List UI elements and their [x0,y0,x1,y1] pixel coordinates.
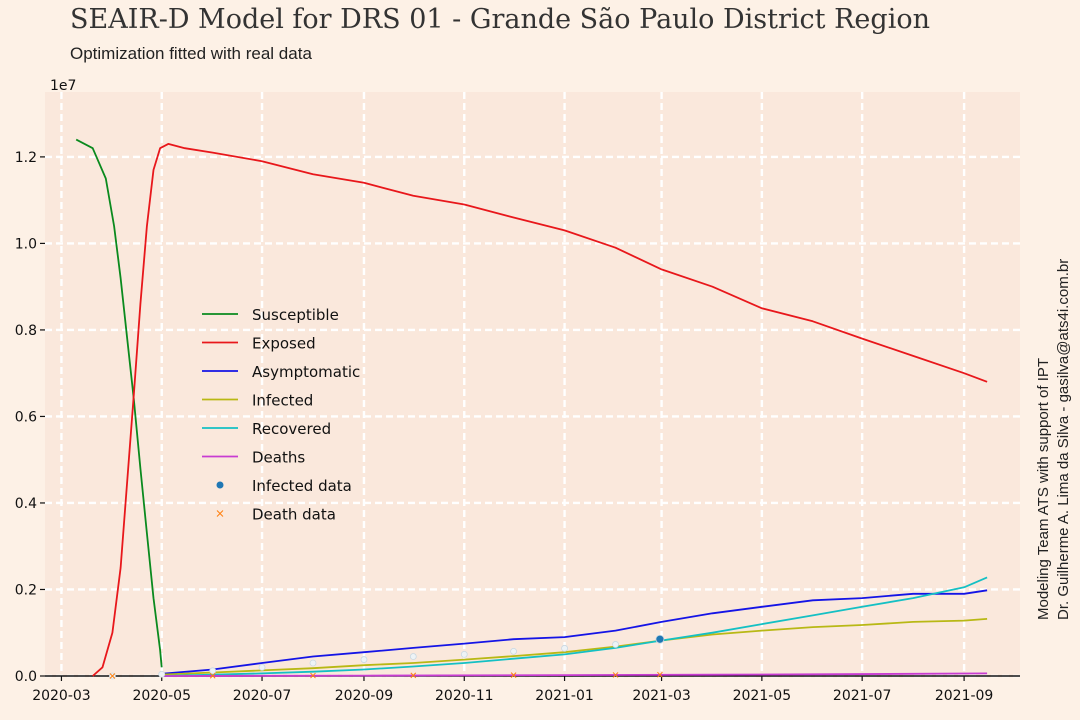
y-scale-label: 1e7 [50,78,76,94]
death-data-marker [209,672,216,679]
legend-swatch-death-data [216,510,224,517]
infected-data-point [309,659,317,667]
death-data-marker [109,673,116,679]
chart-subtitle: Optimization fitted with real data [70,44,312,63]
infected-data-point [258,663,266,671]
legend-label-asymptomatic: Asymptomatic [252,363,360,381]
infected-data-point [561,644,568,652]
asymptomatic-line [161,589,988,675]
x-tick-label: 2020-11 [435,688,494,704]
infected-data-point [460,650,468,658]
y-tick-label: 0.2 [15,582,37,598]
x-tick-label: 2021-01 [535,688,594,704]
x-tick-label: 2021-07 [833,688,892,704]
axes: 2020-03 2020-05 2020-07 2020-09 2020-11 2021-… [15,150,1020,704]
y-tick-label: 1.2 [15,150,37,166]
infected-data-point [409,653,417,660]
x-tick-label: 2021-03 [632,688,691,704]
infected-data-point [360,656,368,663]
legend-label-exposed: Exposed [252,335,316,353]
death-data-marker [310,672,316,679]
legend: Susceptible Exposed Asymptomatic Infected Re… [202,306,360,524]
y-tick-label: 0.8 [15,323,37,339]
legend-label-infected: Infected [252,392,313,410]
x-tick-label: 2020-09 [335,688,394,704]
infected-data-point [158,670,166,678]
recovered-line [161,576,988,677]
side-note-line: Modeling Team ATS with support of IPT [1035,358,1052,620]
grid [45,92,1020,678]
legend-label-infected-data: Infected data [252,477,352,495]
legend-swatch-infected-data [216,481,224,489]
death-data-marker [510,672,517,678]
death-data-marker [410,672,417,679]
x-tick-label: 2020-03 [32,688,91,704]
y-tick-label: 0.6 [15,409,37,425]
legend-label-deaths: Deaths [252,449,305,467]
infected-line [161,618,988,676]
exposed-line [92,142,988,677]
susceptible-line [75,138,163,668]
legend-label-recovered: Recovered [252,420,331,438]
death-data-marker [612,672,619,678]
infected-data-point [510,647,517,655]
y-tick-label: 0.0 [15,669,37,685]
chart-title: SEAIR-D Model for DRS 01 - Grande São Pa… [70,4,930,35]
x-tick-label: 2020-07 [233,688,292,704]
y-tick-label: 0.4 [15,496,37,512]
death-data-marker [657,671,663,678]
infected-data-point [655,634,665,644]
infected-data-point [612,641,619,648]
y-tick-label: 1.0 [15,236,37,252]
legend-label-death-data: Death data [252,506,336,524]
legend-label-susceptible: Susceptible [252,306,339,324]
side-note-line: Dr. Guilherme A. Lima da Silva - gasilva… [1055,259,1072,620]
x-tick-label: 2021-05 [733,688,792,704]
infected-data-point [209,667,217,675]
side-note: Modeling Team ATS with support of IPT Dr.… [1035,259,1072,620]
plot-area [45,92,1020,676]
x-tick-label: 2020-05 [132,688,191,704]
series-group [75,138,988,680]
x-tick-label: 2021-09 [935,688,994,704]
deaths-line [161,672,988,677]
